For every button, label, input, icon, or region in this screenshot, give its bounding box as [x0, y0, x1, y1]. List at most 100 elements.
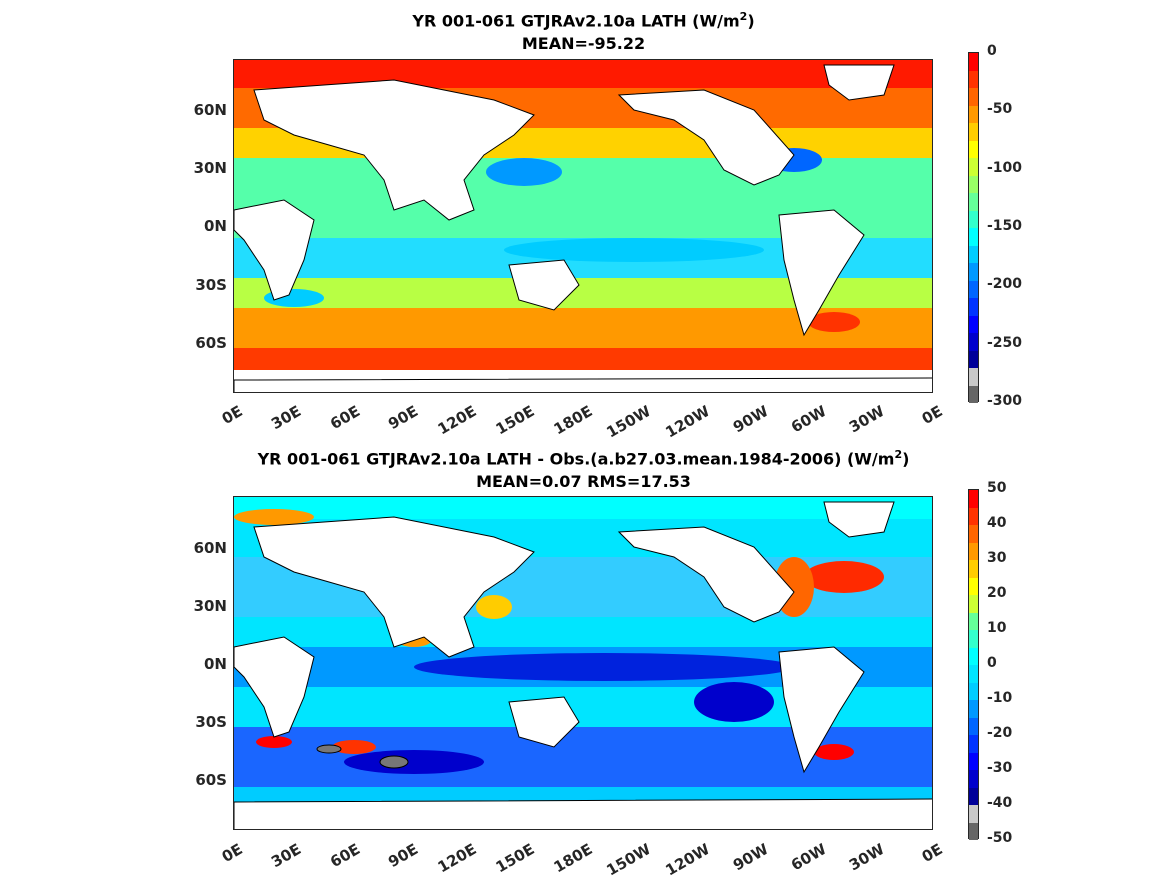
- map2-colorbar-tick-label: 20: [987, 585, 1007, 601]
- map2-colorbar-swatch: [969, 630, 978, 648]
- map1-colorbar-swatch: [969, 245, 978, 263]
- map2-subtitle: MEAN=0.07 RMS=17.53: [476, 472, 691, 491]
- map2-colorbar-tick-label: 0: [987, 655, 997, 671]
- map1-colorbar-swatch: [969, 105, 978, 123]
- map2-lon-label: 30W: [846, 840, 888, 875]
- map1-lon-label: 30E: [268, 402, 305, 434]
- map1-lon-label: 90E: [385, 402, 421, 434]
- map1-colorbar-swatch: [969, 368, 978, 386]
- map1-colorbar-swatch: [969, 123, 978, 141]
- map1-colorbar: [968, 52, 979, 403]
- map2-lat-label: 0N: [204, 655, 227, 673]
- map2-colorbar-tick-label: 30: [987, 550, 1007, 566]
- map2-lon-label: 90W: [729, 840, 771, 875]
- map2-colorbar-swatch: [969, 525, 978, 543]
- map1-subtitle: MEAN=-95.22: [521, 34, 646, 53]
- map1-colorbar-swatch: [969, 385, 978, 403]
- map2-colorbar-swatch: [969, 700, 978, 718]
- map1-plot-area: [233, 59, 933, 393]
- map2-lat-label: 30N: [193, 597, 227, 615]
- map1-lon-label: 90W: [729, 402, 771, 437]
- map2-lon-label: 0E: [219, 840, 246, 866]
- map2-colorbar-swatch: [969, 717, 978, 735]
- map2-colorbar-swatch: [969, 735, 978, 753]
- map1-colorbar-swatch: [969, 140, 978, 158]
- map1-lat-label: 30S: [195, 276, 227, 294]
- map1-colorbar-swatch: [969, 158, 978, 176]
- map2-colorbar-swatch: [969, 770, 978, 788]
- map2-colorbar-swatch: [969, 647, 978, 665]
- map1-colorbar-swatch: [969, 88, 978, 106]
- map2-colorbar-swatch: [969, 507, 978, 525]
- map2-colorbar-swatch: [969, 560, 978, 578]
- map1-lon-label: 180E: [551, 402, 596, 439]
- map2-lon-label: 120W: [662, 840, 713, 880]
- map1-colorbar-tick-label: -250: [987, 334, 1023, 351]
- map2-lon-label: 60W: [787, 840, 830, 875]
- map2-plot-area: [233, 496, 933, 830]
- map2-lat-label: 60N: [193, 539, 227, 557]
- map1-lon-label: 0E: [219, 402, 246, 428]
- map1-field: [234, 60, 932, 392]
- map1-lon-label: 0E: [919, 402, 946, 428]
- map1-colorbar-swatch: [969, 263, 978, 281]
- map2-lon-label: 60E: [326, 840, 363, 872]
- map2-colorbar-swatch: [969, 577, 978, 595]
- map1-lon-label: 150W: [603, 402, 655, 442]
- map2-lon-label: 150W: [603, 840, 655, 880]
- map1-lon-label: 60E: [326, 402, 363, 434]
- map1-lon-label: 120W: [662, 402, 713, 442]
- map1-lon-label: 120E: [434, 402, 480, 439]
- map1-colorbar-swatch: [969, 70, 978, 88]
- map1-lon-label: 150E: [492, 402, 538, 439]
- map1-colorbar-swatch: [969, 350, 978, 368]
- map1-colorbar-swatch: [969, 193, 978, 211]
- map2-lon-label: 30E: [268, 840, 305, 872]
- map2-colorbar-tick-label: 50: [987, 480, 1007, 496]
- map2-colorbar-swatch: [969, 612, 978, 630]
- map1-lon-label: 60W: [787, 402, 830, 437]
- map1-colorbar-tick-label: -300: [987, 393, 1023, 409]
- map2-colorbar-tick-label: -10: [987, 690, 1013, 706]
- map1-title: YR 001-061 GTJRAv2.10a LATH (W/m2): [412, 10, 755, 31]
- map2-lon-label: 120E: [434, 840, 480, 877]
- map2-colorbar-tick-label: -20: [987, 725, 1013, 741]
- map2-lon-label: 90E: [385, 840, 421, 872]
- map1-colorbar-swatch: [969, 298, 978, 316]
- map2-colorbar-swatch: [969, 822, 978, 840]
- map2-title: YR 001-061 GTJRAv2.10a LATH - Obs.(a.b27…: [257, 448, 910, 469]
- map2-colorbar-swatch: [969, 665, 978, 683]
- map1-colorbar-swatch: [969, 210, 978, 228]
- map1-colorbar-swatch: [969, 53, 978, 71]
- map2-lat-label: 30S: [195, 713, 227, 731]
- map1-colorbar-tick-label: -100: [987, 159, 1023, 176]
- map2-colorbar-swatch: [969, 752, 978, 770]
- map2-colorbar-swatch: [969, 682, 978, 700]
- map2-lat-label: 60S: [195, 771, 227, 789]
- map2-lon-label: 150E: [492, 840, 538, 877]
- map2-colorbar-tick-label: 10: [987, 620, 1007, 636]
- map1-colorbar-tick-label: 0: [987, 43, 997, 59]
- map2-field: [234, 497, 932, 829]
- map1-lon-label: 30W: [846, 402, 888, 437]
- map2-colorbar: [968, 489, 979, 840]
- map1-lat-label: 0N: [204, 217, 227, 235]
- map1-colorbar-swatch: [969, 280, 978, 298]
- map2-colorbar-swatch: [969, 595, 978, 613]
- map2-colorbar-swatch: [969, 542, 978, 560]
- map1-lat-label: 60S: [195, 334, 227, 352]
- map1-colorbar-swatch: [969, 333, 978, 351]
- map1-colorbar-swatch: [969, 175, 978, 193]
- map2-colorbar-tick-label: -40: [987, 795, 1013, 811]
- map1-colorbar-swatch: [969, 315, 978, 333]
- map2-lon-label: 0E: [919, 840, 946, 866]
- map1-colorbar-tick-label: -150: [987, 218, 1023, 234]
- map2-colorbar-swatch: [969, 805, 978, 823]
- map2-colorbar-swatch: [969, 490, 978, 508]
- map1-colorbar-swatch: [969, 228, 978, 246]
- map2-colorbar-swatch: [969, 787, 978, 805]
- map2-colorbar-tick-label: -30: [987, 760, 1013, 776]
- map2-colorbar-tick-label: -50: [987, 830, 1013, 846]
- map1-lat-label: 30N: [193, 159, 227, 177]
- map2-lon-label: 180E: [551, 840, 596, 877]
